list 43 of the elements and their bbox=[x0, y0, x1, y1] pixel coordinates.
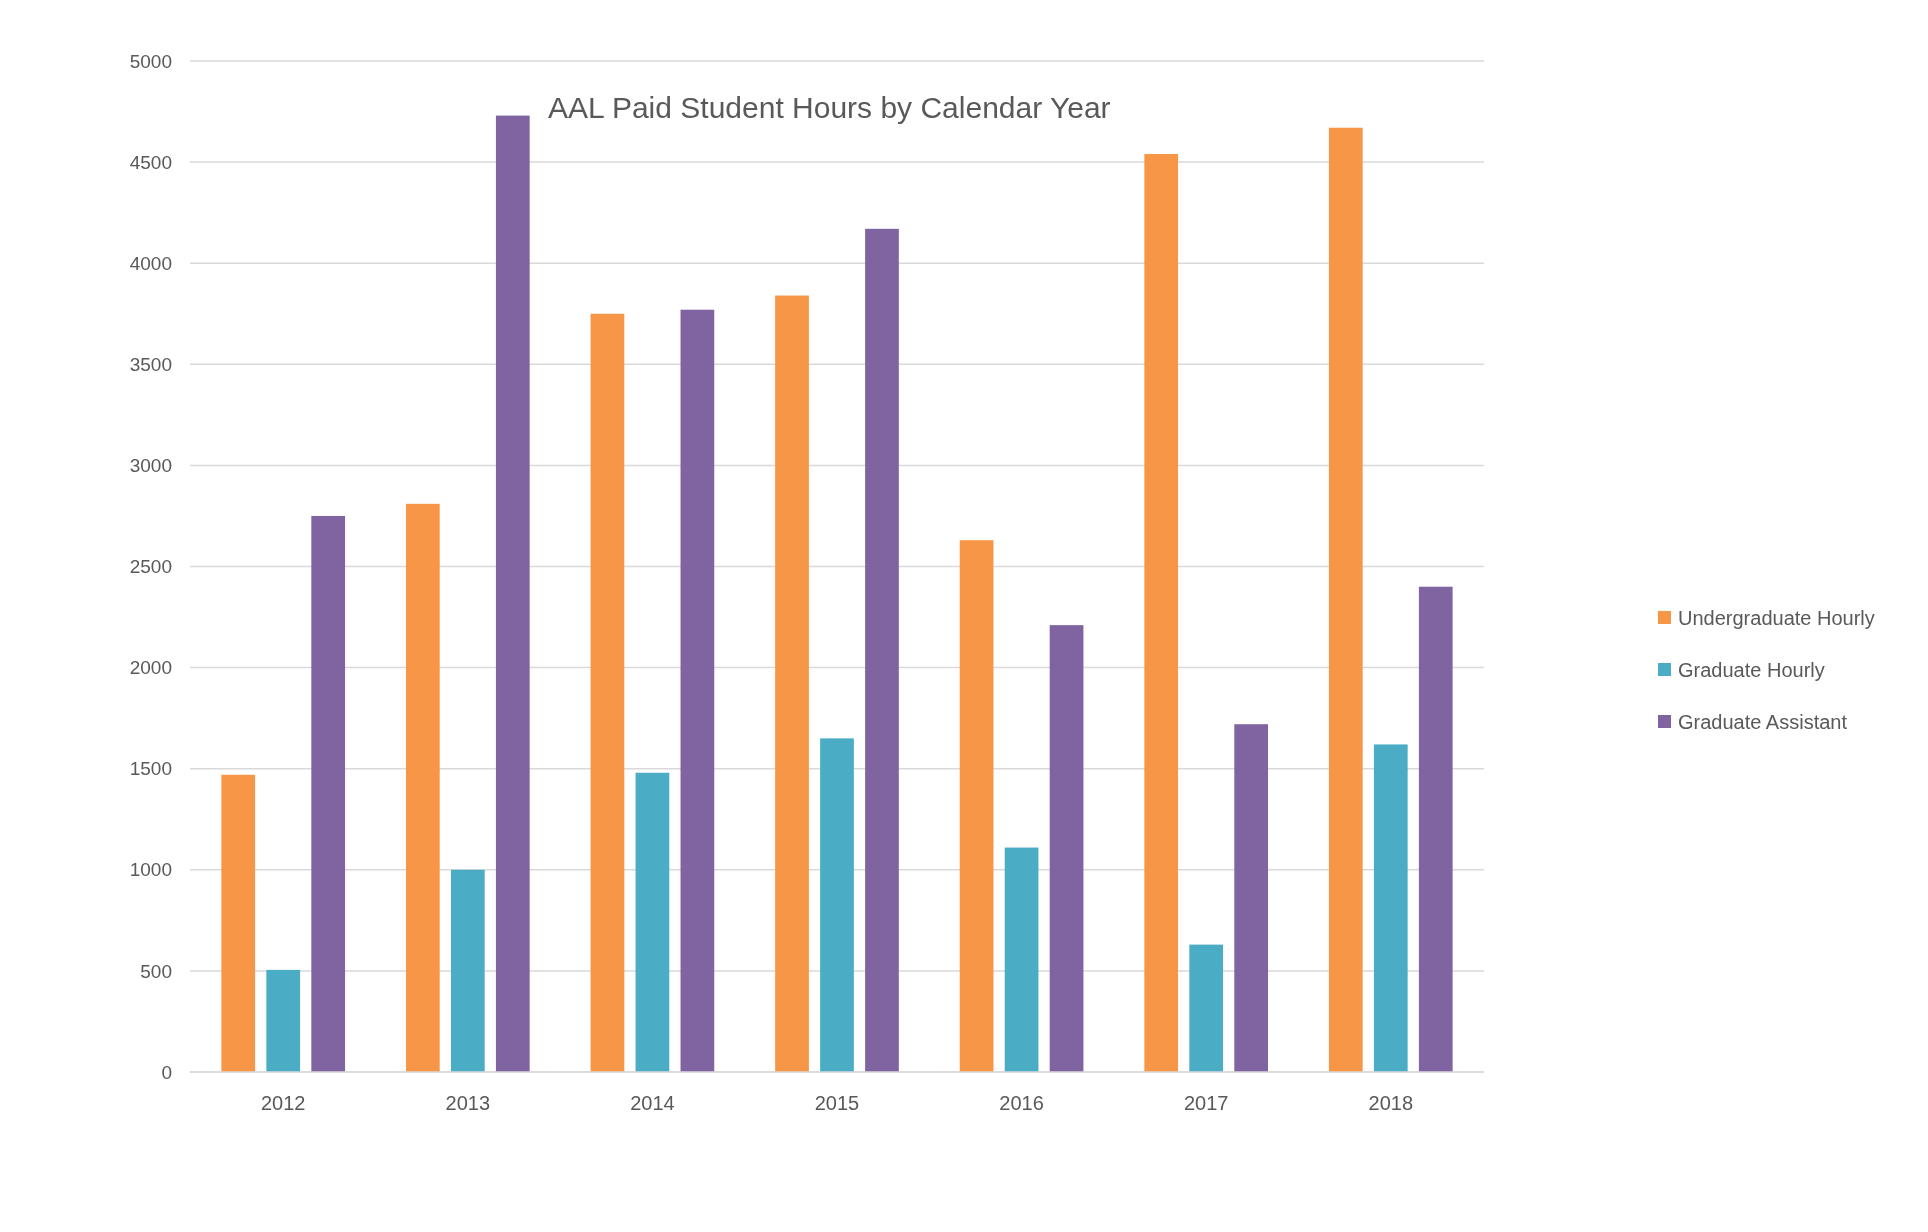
legend-label: Graduate Hourly bbox=[1678, 659, 1825, 681]
y-tick-label: 1000 bbox=[129, 859, 172, 881]
bar bbox=[311, 515, 346, 1072]
y-tick-label: 5000 bbox=[129, 50, 172, 72]
legend-label: Graduate Assistant bbox=[1678, 711, 1848, 733]
bar bbox=[1189, 944, 1224, 1072]
bar bbox=[450, 869, 485, 1072]
x-tick-label: 2016 bbox=[999, 1092, 1044, 1114]
text: AAL Paid Student Hours by Calendar Year bbox=[548, 91, 1111, 124]
bar bbox=[405, 503, 440, 1072]
x-tick-label: 2014 bbox=[630, 1092, 675, 1114]
y-tick-label: 3500 bbox=[129, 353, 172, 375]
legend-label: Undergraduate Hourly bbox=[1678, 607, 1875, 629]
bar bbox=[1049, 625, 1084, 1072]
y-tick-label: 2500 bbox=[129, 556, 172, 578]
y-tick-label: 1500 bbox=[129, 758, 172, 780]
y-tick-label: 3000 bbox=[129, 455, 172, 477]
bar bbox=[820, 738, 854, 1072]
bar bbox=[266, 969, 301, 1072]
y-tick-label: 2000 bbox=[129, 657, 172, 679]
bar bbox=[1234, 724, 1269, 1072]
bar bbox=[635, 772, 670, 1072]
x-tick-label: 2018 bbox=[1368, 1092, 1414, 1114]
bar bbox=[865, 228, 899, 1072]
bar bbox=[221, 774, 256, 1072]
bar bbox=[590, 313, 625, 1072]
y-tick-label: 500 bbox=[140, 960, 172, 982]
x-tick-label: 2015 bbox=[814, 1092, 860, 1114]
bar bbox=[1328, 127, 1363, 1072]
x-tick-label: 2013 bbox=[445, 1092, 491, 1114]
bar bbox=[1373, 744, 1408, 1072]
y-tick-label: 0 bbox=[161, 1061, 172, 1083]
bar bbox=[680, 309, 715, 1072]
y-tick-label: 4500 bbox=[129, 151, 172, 173]
x-tick-label: 2012 bbox=[260, 1092, 306, 1114]
bar bbox=[1004, 847, 1039, 1072]
bar bbox=[1418, 586, 1453, 1072]
bar bbox=[959, 540, 994, 1072]
y-tick-label: 4000 bbox=[129, 252, 172, 274]
x-tick-label: 2017 bbox=[1183, 1092, 1229, 1114]
bar bbox=[495, 115, 530, 1072]
bar bbox=[1144, 154, 1179, 1072]
bar bbox=[775, 295, 809, 1072]
